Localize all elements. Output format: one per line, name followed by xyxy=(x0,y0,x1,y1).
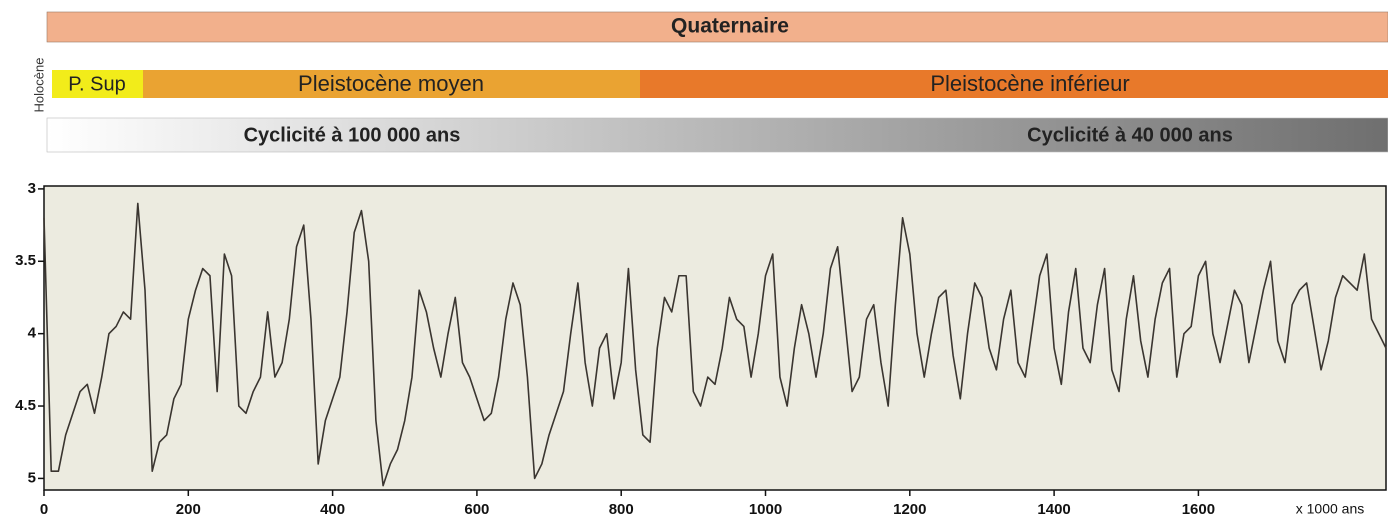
cyclicity-band xyxy=(46,117,1388,153)
x-tick-label: 600 xyxy=(464,501,489,518)
x-tick-label: 1400 xyxy=(1037,501,1070,518)
holocene-label: Holocène xyxy=(31,58,46,113)
y-tick-label: 3 xyxy=(28,180,36,197)
lower-pleistocene-band xyxy=(640,70,1388,98)
x-tick-label: 200 xyxy=(176,501,201,518)
upper-pleistocene-band xyxy=(52,70,143,98)
x-tick-label: 1600 xyxy=(1182,501,1215,518)
x-axis-label: x 1000 ans xyxy=(1296,501,1365,517)
band-label: Pleistocène moyen xyxy=(298,71,484,96)
plot-area xyxy=(43,185,1387,491)
data-line xyxy=(43,202,1387,487)
band-label: Quaternaire xyxy=(671,15,789,38)
middle-pleistocene-band xyxy=(143,70,640,98)
y-tick-label: 3.5 xyxy=(15,252,36,269)
quaternary-band xyxy=(46,11,1388,43)
band-label: P. Sup xyxy=(68,73,125,95)
band-label: Cyclicité à 40 000 ans xyxy=(1027,124,1233,146)
band-label: Cyclicité à 100 000 ans xyxy=(244,124,461,146)
x-tick-label: 1200 xyxy=(893,501,926,518)
y-tick-label: 4.5 xyxy=(15,397,36,414)
x-tick-label: 800 xyxy=(609,501,634,518)
x-tick-label: 0 xyxy=(40,501,48,518)
y-tick-label: 4 xyxy=(28,325,37,342)
x-tick-label: 400 xyxy=(320,501,345,518)
band-label: Pleistocène inférieur xyxy=(930,71,1129,96)
x-tick-label: 1000 xyxy=(749,501,782,518)
y-tick-label: 5 xyxy=(28,469,36,486)
